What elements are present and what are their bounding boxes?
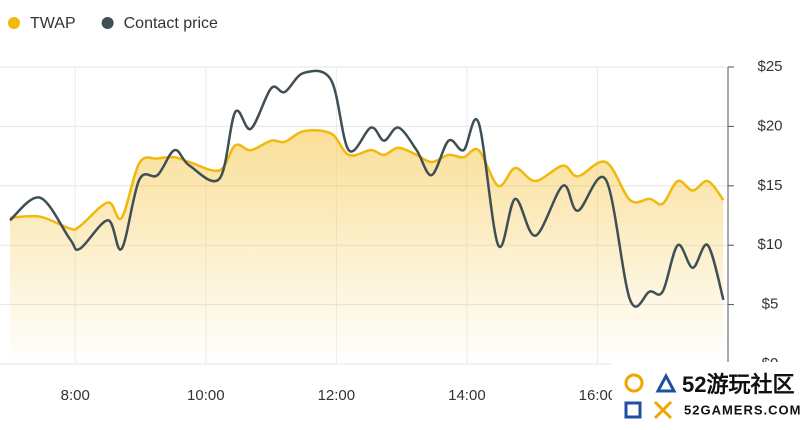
- x-tick-label: 14:00: [448, 387, 486, 404]
- x-tick-label: 10:00: [187, 387, 225, 404]
- x-tick-label: 8:00: [61, 387, 90, 404]
- x-tick-label: 16:00: [579, 387, 617, 404]
- legend-label: Contact price: [124, 15, 218, 32]
- legend-marker: [8, 17, 20, 29]
- watermark-url: 52GAMERS.COM: [684, 402, 800, 417]
- y-tick-label: $25: [757, 58, 782, 75]
- logo-triangle: [655, 372, 677, 393]
- y-tick-label: $5: [762, 296, 779, 313]
- x-tick-label: 12:00: [318, 387, 356, 404]
- line: [9, 129, 725, 231]
- legend: TWAP Contact price: [8, 15, 218, 32]
- logo-circle: [624, 373, 644, 393]
- watermark-brand: 52游玩社区: [682, 372, 794, 397]
- y-tick-label: $20: [757, 117, 782, 134]
- logo-square: [624, 401, 642, 419]
- y-tick-label: $10: [757, 236, 782, 253]
- plot-area: [9, 69, 725, 364]
- legend-marker: [101, 17, 114, 29]
- watermark: 52游玩社区 52GAMERS.COM: [612, 362, 800, 430]
- legend-label: TWAP: [30, 15, 76, 32]
- logo-cross: [653, 400, 673, 420]
- area: [10, 130, 724, 364]
- line: [9, 69, 725, 308]
- watermark-bg: [612, 362, 800, 430]
- y-tick-label: $15: [757, 177, 782, 194]
